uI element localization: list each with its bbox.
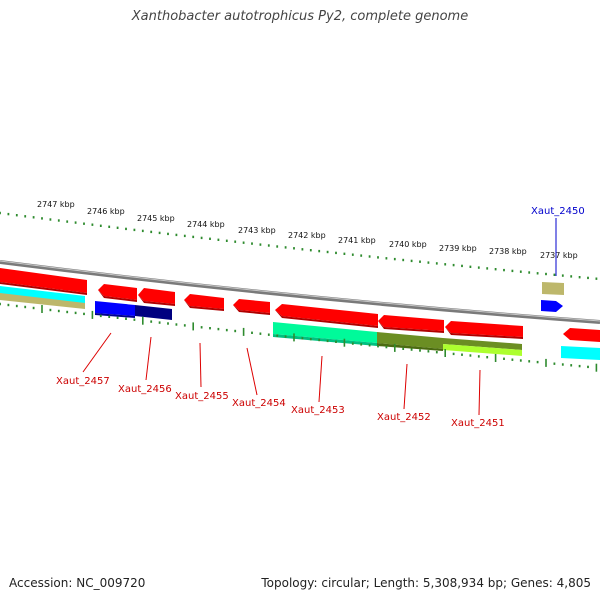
- scale-label: 2739 kbp: [439, 244, 477, 253]
- feature-blue[interactable]: [95, 301, 135, 316]
- feature-track: [0, 282, 600, 360]
- gene-right-edge[interactable]: [563, 328, 600, 342]
- feature-navy[interactable]: [135, 305, 172, 320]
- gene-label[interactable]: Xaut_2451: [451, 418, 505, 429]
- scale-label: 2743 kbp: [238, 226, 276, 235]
- scale-labels: 2747 kbp 2746 kbp 2745 kbp 2744 kbp 2743…: [37, 200, 578, 260]
- feature-tan[interactable]: [0, 293, 85, 309]
- scale-label: 2740 kbp: [389, 240, 427, 249]
- scale-label: 2747 kbp: [37, 200, 75, 209]
- scale-label: 2738 kbp: [489, 247, 527, 256]
- gene-label[interactable]: Xaut_2453: [291, 405, 345, 416]
- feature-lime[interactable]: [443, 344, 522, 356]
- scale-label: 2741 kbp: [338, 236, 376, 245]
- gene-xaut-2454[interactable]: [184, 294, 224, 309]
- scale-label: 2745 kbp: [137, 214, 175, 223]
- label-leaders: [82, 218, 557, 416]
- feature-olive-2[interactable]: [443, 338, 522, 350]
- gene-label[interactable]: Xaut_2455: [175, 391, 229, 402]
- scale-label: 2742 kbp: [288, 231, 326, 240]
- feature-tan-small[interactable]: [542, 282, 564, 295]
- genome-title: Xanthobacter autotrophicus Py2, complete…: [131, 9, 469, 24]
- gene-xaut-2453[interactable]: [275, 304, 378, 326]
- gene-xaut-2455-upper[interactable]: [138, 288, 175, 304]
- gene-xaut-2452[interactable]: [378, 315, 444, 331]
- gene-label[interactable]: Xaut_2452: [377, 412, 431, 423]
- gene-xaut-2457[interactable]: [0, 268, 87, 293]
- scale-label: 2746 kbp: [87, 207, 125, 216]
- gene-xaut-2450[interactable]: [541, 300, 563, 312]
- scale-label: 2744 kbp: [187, 220, 225, 229]
- scale-label: 2737 kbp: [540, 251, 578, 260]
- gene-label[interactable]: Xaut_2457: [56, 376, 110, 387]
- accession-text: Accession: NC_009720: [9, 576, 146, 590]
- feature-olive[interactable]: [377, 332, 443, 349]
- feature-teal[interactable]: [273, 322, 377, 343]
- gene-xaut-2456-upper[interactable]: [98, 284, 137, 300]
- gene-xaut-2453-upper[interactable]: [233, 299, 270, 313]
- inner-scale-track: [0, 302, 598, 372]
- gene-xaut-2451[interactable]: [445, 321, 523, 337]
- feature-cyan-right[interactable]: [561, 346, 600, 360]
- feature-cyan[interactable]: [0, 286, 85, 304]
- gene-label[interactable]: Xaut_2454: [232, 398, 286, 409]
- gene-label[interactable]: Xaut_2456: [118, 384, 172, 395]
- gene-labels: Xaut_2457 Xaut_2456 Xaut_2455 Xaut_2454 …: [56, 206, 585, 429]
- genome-backbone: [0, 260, 600, 324]
- outer-scale-track: [0, 211, 598, 280]
- forward-genes: [0, 268, 600, 342]
- genome-summary-text: Topology: circular; Length: 5,308,934 bp…: [261, 576, 591, 590]
- gene-label[interactable]: Xaut_2450: [531, 206, 585, 217]
